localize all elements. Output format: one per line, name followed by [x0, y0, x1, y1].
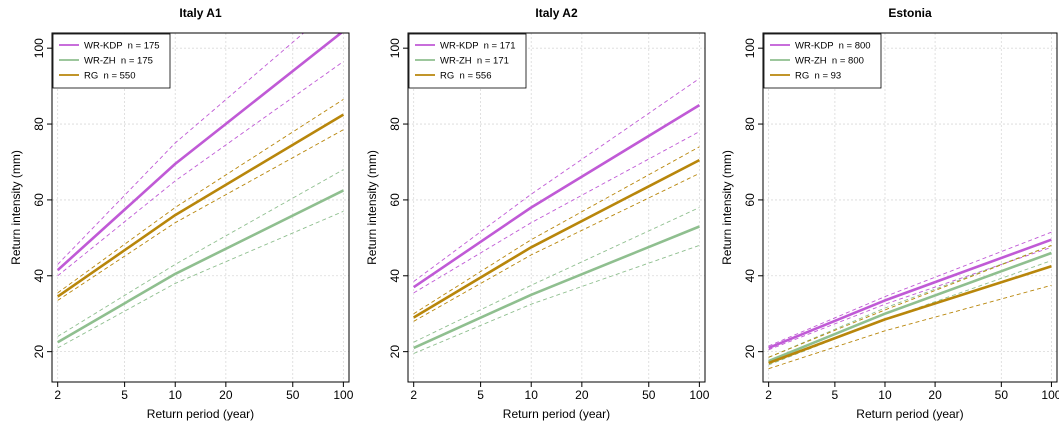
y-axis-label: Return intensity (mm) [720, 150, 734, 265]
legend: WR-KDP n = 175 WR-ZH n = 175 RG n = 550 [53, 34, 170, 88]
series-lower-bound [414, 173, 700, 321]
series-upper-bound [414, 208, 700, 343]
legend-label: WR-KDP n = 171 [440, 41, 516, 52]
series-upper-bound [769, 232, 1052, 346]
plot-area [769, 232, 1052, 369]
legend: WR-KDP n = 800 WR-ZH n = 800 RG n = 93 [764, 34, 881, 88]
x-tick-label: 100 [689, 388, 709, 402]
y-tick-label: 100 [743, 38, 757, 58]
y-tick-label: 20 [743, 345, 757, 359]
y-tick-label: 80 [32, 117, 46, 131]
legend-label: WR-ZH n = 171 [440, 56, 509, 67]
y-tick-label: 60 [388, 193, 402, 207]
series-lower-bound [414, 132, 700, 293]
x-tick-label: 10 [878, 388, 892, 402]
x-tick-label: 10 [525, 388, 539, 402]
series-upper-bound [58, 170, 344, 337]
x-tick-label: 100 [1041, 388, 1059, 402]
chart-panel-3: 2 5 10 20 50 100 20 40 60 80 100 Estonia Return peri… [720, 6, 1059, 421]
series-line [58, 115, 344, 297]
x-axis-label: Return period (year) [503, 407, 610, 421]
y-axis-label: Return intensity (mm) [365, 150, 379, 265]
series-line [414, 160, 700, 317]
series-line [769, 253, 1052, 361]
series-lower-bound [769, 285, 1052, 368]
series-lower-bound [58, 62, 344, 276]
y-tick-label: 40 [743, 269, 757, 283]
series-upper-bound [58, 99, 344, 293]
series-upper-bound [414, 79, 700, 282]
x-tick-label: 50 [995, 388, 1009, 402]
legend-label: RG n = 93 [795, 71, 841, 82]
x-tick-label: 2 [765, 388, 772, 402]
y-tick-label: 20 [32, 345, 46, 359]
y-tick-label: 60 [32, 193, 46, 207]
x-axis-label: Return period (year) [856, 407, 963, 421]
chart-title: Estonia [888, 6, 932, 20]
x-tick-label: 50 [286, 388, 300, 402]
series-line [769, 240, 1052, 348]
legend-label: WR-KDP n = 175 [84, 41, 160, 52]
plot-area [414, 79, 700, 354]
chart-panel-2: 2 5 10 20 50 100 20 40 60 80 100 Italy A2 Return per… [365, 6, 710, 421]
chart-title: Italy A2 [535, 6, 578, 20]
legend-label: WR-ZH n = 800 [795, 56, 864, 67]
y-tick-label: 100 [388, 38, 402, 58]
x-tick-label: 5 [832, 388, 839, 402]
y-tick-label: 80 [743, 117, 757, 131]
y-tick-label: 80 [388, 117, 402, 131]
chart-panel-1: 2 5 10 20 50 100 20 40 60 80 100 Italy A1 Return per… [9, 0, 354, 421]
series-lower-bound [58, 130, 344, 301]
x-tick-label: 20 [928, 388, 942, 402]
x-tick-label: 20 [575, 388, 589, 402]
legend: WR-KDP n = 171 WR-ZH n = 171 RG n = 556 [409, 34, 526, 88]
x-axis-label: Return period (year) [147, 407, 254, 421]
x-tick-label: 2 [54, 388, 61, 402]
legend-label: RG n = 556 [440, 71, 492, 82]
series-lower-bound [769, 247, 1052, 349]
series-line [414, 105, 700, 287]
x-tick-label: 5 [121, 388, 128, 402]
series-upper-bound [414, 147, 700, 314]
series-line [769, 266, 1052, 363]
series-lower-bound [414, 245, 700, 353]
x-tick-label: 5 [477, 388, 484, 402]
legend-label: RG n = 550 [84, 71, 136, 82]
x-tick-label: 100 [333, 388, 353, 402]
y-tick-label: 40 [32, 269, 46, 283]
x-tick-label: 2 [410, 388, 417, 402]
legend-label: WR-ZH n = 175 [84, 56, 153, 67]
chart-title: Italy A1 [179, 6, 222, 20]
x-tick-label: 50 [642, 388, 656, 402]
legend-label: WR-KDP n = 800 [795, 41, 871, 52]
x-tick-label: 20 [219, 388, 233, 402]
y-tick-label: 20 [388, 345, 402, 359]
x-tick-label: 10 [169, 388, 183, 402]
y-tick-label: 100 [32, 38, 46, 58]
y-axis-label: Return intensity (mm) [9, 150, 23, 265]
y-tick-label: 60 [743, 193, 757, 207]
y-tick-label: 40 [388, 269, 402, 283]
